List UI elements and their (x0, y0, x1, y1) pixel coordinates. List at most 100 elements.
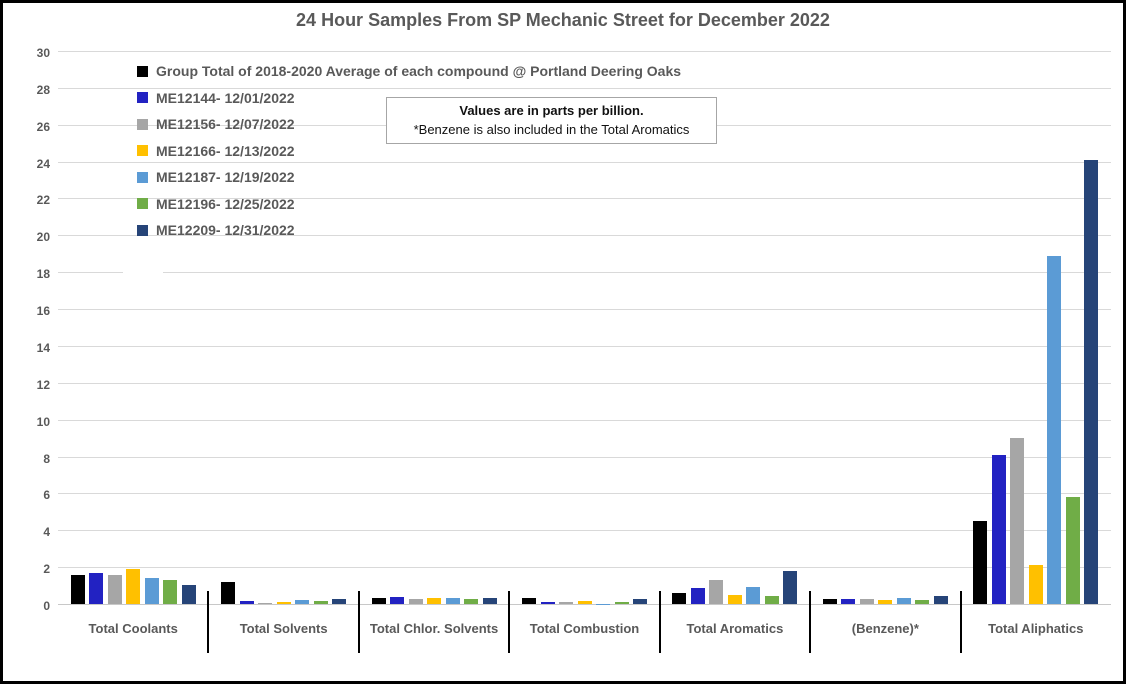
bar-total-aliphatics-s2 (991, 454, 1006, 604)
bar-total-combustion-s3 (559, 602, 573, 604)
legend-label: ME12156- 12/07/2022 (156, 116, 295, 133)
bar-total-chlor-solvents-s1 (371, 597, 386, 604)
bar-total-aromatics-s2 (690, 588, 705, 604)
bar-total-aromatics-s4 (727, 594, 742, 604)
gridline-y-28 (58, 87, 1111, 89)
bar-total-coolants-s1 (70, 575, 85, 604)
category-label: Total Aromatics (686, 620, 784, 636)
bar-total-chlor-solvents-s4 (427, 598, 442, 604)
gridline-y-4 (58, 530, 1111, 532)
legend-swatch-icon (137, 224, 148, 236)
bar-total-coolants-s7 (181, 584, 196, 604)
bar-total-aliphatics-s6 (1065, 497, 1080, 604)
y-axis-tick-label: 14 (36, 340, 50, 355)
bar-total-solvents-s6 (313, 601, 328, 604)
bar-total-solvents-s1 (221, 581, 236, 604)
y-axis-tick-label: 24 (36, 156, 50, 171)
gridline-y-2 (58, 567, 1111, 569)
legend-label: ME12196- 12/25/2022 (156, 195, 295, 212)
category-label: Total Aliphatics (988, 620, 1084, 636)
category-separator (959, 591, 962, 653)
bar-total-aromatics-s7 (783, 570, 798, 604)
y-axis-tick-label: 0 (43, 599, 50, 613)
bar-total-combustion-s2 (540, 602, 555, 604)
bar--benzene--s1 (822, 599, 837, 604)
bar-total-coolants-s3 (107, 574, 122, 604)
category-separator (809, 591, 812, 653)
bar-total-coolants-s4 (126, 568, 141, 604)
gridline-y-20 (58, 235, 1111, 237)
category-separator (508, 591, 511, 653)
bar--benzene--s5 (896, 598, 911, 604)
gridline-y-24 (58, 161, 1111, 163)
y-axis-tick-label: 12 (36, 377, 50, 392)
bar--benzene--s6 (915, 600, 930, 604)
y-axis-tick-label: 18 (36, 267, 50, 282)
bar-total-aliphatics-s5 (1047, 255, 1062, 604)
plot-area: 0 2 4 6 8 10 12 14 16 18 20 22 24 26 28 30 Total Coolant… (37, 46, 1111, 653)
category-label: Total Combustion (529, 620, 640, 636)
gridline-y-22 (58, 198, 1111, 200)
bar-total-combustion-s7 (633, 598, 647, 604)
bar-total-chlor-solvents-s3 (408, 599, 423, 604)
y-axis-tick-label: 28 (36, 82, 50, 97)
annotation-box: Values are in parts per billion. *Benzen… (386, 97, 717, 144)
bar-total-aliphatics-s3 (1010, 438, 1025, 604)
y-axis-tick-label: 4 (43, 525, 50, 540)
bar-total-aromatics-s6 (764, 595, 779, 604)
bar-total-coolants-s2 (89, 572, 104, 604)
legend-label: Group Total of 2018-2020 Average of each… (156, 63, 682, 80)
gridline-y-16 (58, 309, 1111, 311)
bar-total-aliphatics-s1 (973, 521, 988, 604)
bar-total-aliphatics-s7 (1084, 159, 1099, 604)
gridline-y-18 (58, 272, 1111, 274)
legend-item: ME12166- 12/13/2022 (137, 138, 681, 165)
bar-total-combustion-s1 (522, 598, 536, 604)
bar-total-aromatics-s3 (709, 580, 724, 604)
category-label: Total Chlor. Solvents (369, 620, 499, 636)
category-label: Total Coolants (88, 620, 178, 636)
legend-item: ME12144- 12/01/2022 (137, 85, 681, 112)
legend-item: ME12156- 12/07/2022 (137, 111, 681, 138)
chart-title: 24 Hour Samples From SP Mechanic Street … (296, 10, 830, 30)
bar--benzene--s2 (841, 599, 856, 604)
legend-swatch-icon (137, 145, 148, 157)
y-axis-tick-label: 8 (43, 451, 50, 466)
annotation-line-1: Values are in parts per billion. (459, 102, 644, 118)
bar--benzene--s3 (859, 599, 874, 604)
y-axis-tick-label: 20 (36, 230, 50, 245)
bar-total-solvents-s7 (332, 599, 347, 604)
bar-total-chlor-solvents-s2 (390, 596, 405, 604)
bar-total-chlor-solvents-s6 (464, 599, 479, 604)
bar-total-solvents-s2 (239, 601, 254, 604)
legend-swatch-icon (137, 118, 148, 130)
gridline-y-6 (58, 493, 1111, 495)
legend-item: ME12196- 12/25/2022 (137, 191, 681, 218)
category-separator (207, 591, 210, 653)
legend: Group Total of 2018-2020 Average of each… (137, 58, 681, 244)
bar-total-combustion-s6 (614, 602, 629, 604)
legend-label: ME12209- 12/31/2022 (156, 222, 295, 239)
bar-total-chlor-solvents-s7 (482, 598, 497, 604)
bar--benzene--s7 (933, 595, 948, 604)
legend-swatch-icon (137, 92, 148, 104)
category-label: Total Solvents (239, 620, 328, 636)
bar--benzene--s4 (878, 600, 893, 604)
y-axis-tick-label: 6 (43, 488, 50, 503)
legend-item: ME12187- 12/19/2022 (137, 164, 681, 191)
gridline-y-0 (58, 604, 1111, 605)
legend-label: ME12187- 12/19/2022 (156, 169, 295, 186)
legend-item: Group Total of 2018-2020 Average of each… (137, 58, 681, 85)
y-axis-tick-label: 2 (43, 562, 50, 577)
legend-swatch-icon (137, 198, 148, 210)
bar-total-aromatics-s5 (746, 586, 761, 604)
category-separator (357, 591, 360, 653)
y-axis-tick-label: 30 (36, 46, 50, 60)
bar-total-combustion-s4 (577, 600, 592, 604)
gridline-y-14 (58, 345, 1111, 347)
gridline-y-10 (58, 419, 1111, 421)
gridline-y-8 (58, 456, 1111, 458)
bar-total-aliphatics-s4 (1028, 565, 1043, 604)
bar-total-coolants-s5 (144, 578, 159, 604)
